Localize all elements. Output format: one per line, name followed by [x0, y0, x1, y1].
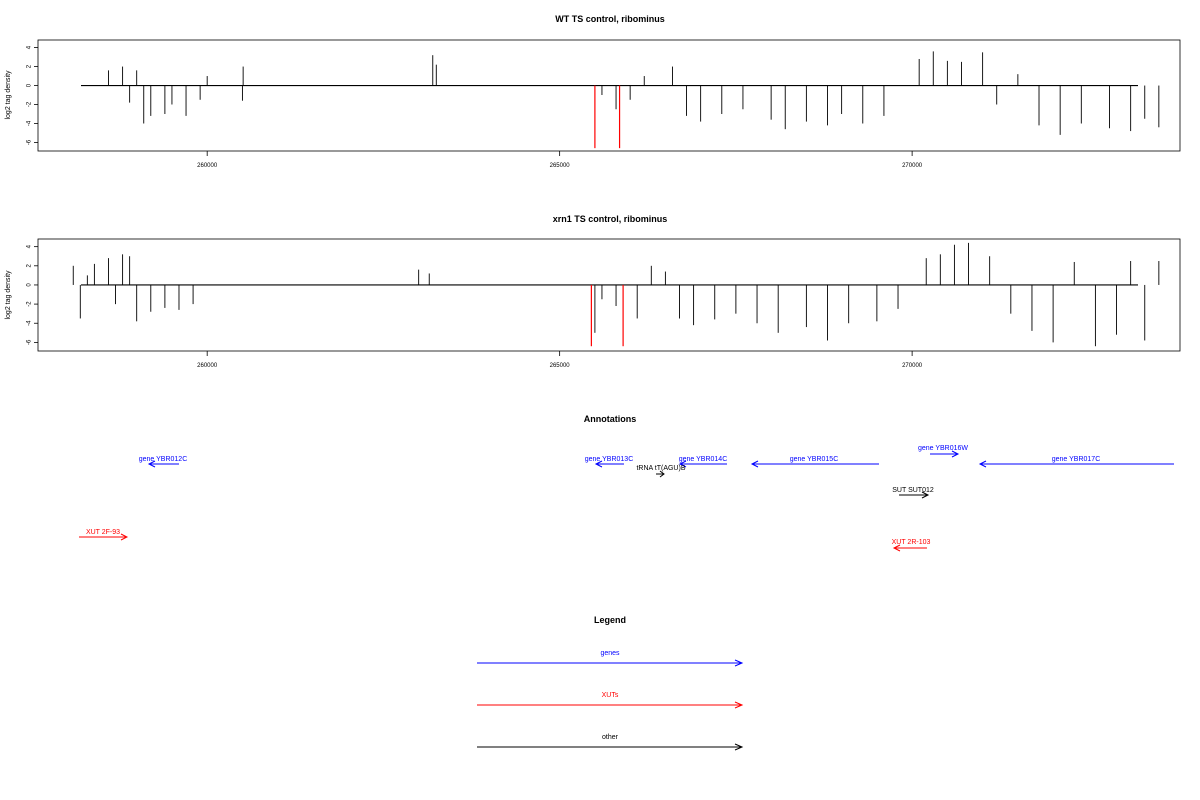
wt-x-ticks: 260000 265000 270000 — [197, 151, 923, 169]
y-tick-label: 0 — [27, 283, 33, 287]
xrn1-x-ticks: 260000 265000 270000 — [197, 351, 923, 369]
annotations-track: Annotations gene YBR012C gene YBR013C ge… — [79, 414, 1174, 552]
y-tick-label: 4 — [27, 45, 33, 49]
wt-ylabel: log2 tag density — [5, 70, 12, 120]
y-tick-label: -2 — [27, 301, 33, 307]
xrn1-y-ticks: -6 -4 -2 0 2 4 — [27, 244, 38, 345]
legend-item-genes: genes — [477, 650, 744, 667]
x-tick-label: 265000 — [550, 363, 571, 369]
legend-label: genes — [600, 650, 620, 657]
xrn1-ylabel: log2 tag density — [5, 270, 12, 320]
wt-plot-frame — [37, 39, 1181, 152]
legend-item-other: other — [477, 734, 744, 751]
y-tick-label: 4 — [27, 244, 33, 248]
wt-y-ticks: -6 -4 -2 0 2 4 — [27, 45, 38, 145]
feature-trna: tRNA tT(AGU)B — [636, 465, 686, 478]
y-tick-label: -4 — [27, 120, 33, 126]
feature-label: XUT 2F-93 — [86, 529, 120, 536]
legend-label: other — [602, 734, 619, 741]
feature-gene-ybr017c: gene YBR017C — [978, 456, 1174, 468]
feature-label: gene YBR017C — [1052, 456, 1101, 463]
feature-label: SUT SUT012 — [892, 487, 934, 494]
feature-xut-2r-103: XUT 2R-103 — [892, 539, 931, 552]
feature-xut-2f-93: XUT 2F-93 — [79, 529, 129, 541]
x-tick-label: 270000 — [902, 363, 923, 369]
legend-label: XUTs — [602, 692, 619, 699]
y-tick-label: 2 — [27, 64, 33, 68]
feature-gene-ybr014c: gene YBR014C — [679, 456, 728, 468]
annotations-title: Annotations — [584, 414, 637, 424]
y-tick-label: -2 — [27, 101, 33, 107]
legend-item-xuts: XUTs — [477, 692, 744, 709]
legend: Legend genes XUTs other — [477, 615, 744, 751]
feature-label: tRNA tT(AGU)B — [636, 465, 685, 472]
xrn1-plot-frame — [37, 238, 1181, 352]
feature-gene-ybr015c: gene YBR015C — [750, 456, 879, 468]
y-tick-label: -6 — [27, 339, 33, 345]
xrn1-panel: xrn1 TS control, ribominus -6 -4 -2 0 2 4 260… — [5, 214, 1181, 369]
wt-panel: WT TS control, ribominus -6 -4 -2 0 2 4 26000… — [5, 14, 1181, 169]
feature-label: gene YBR014C — [679, 456, 728, 463]
x-tick-label: 270000 — [902, 163, 923, 169]
xrn1-title: xrn1 TS control, ribominus — [553, 214, 668, 224]
legend-title: Legend — [594, 615, 626, 625]
feature-label: gene YBR013C — [585, 456, 634, 463]
feature-sut012: SUT SUT012 — [892, 487, 934, 499]
feature-label: gene YBR015C — [790, 456, 839, 463]
y-tick-label: -6 — [27, 139, 33, 145]
feature-label: XUT 2R-103 — [892, 539, 931, 546]
y-tick-label: 0 — [27, 83, 33, 87]
feature-gene-ybr013c: gene YBR013C — [585, 456, 634, 468]
feature-label: gene YBR012C — [139, 456, 188, 463]
y-tick-label: -4 — [27, 320, 33, 326]
wt-bars — [108, 51, 1160, 149]
feature-gene-ybr016w: gene YBR016W — [918, 445, 968, 458]
y-tick-label: 2 — [27, 263, 33, 267]
xrn1-bars — [72, 242, 1160, 347]
wt-title: WT TS control, ribominus — [555, 14, 665, 24]
x-tick-label: 260000 — [197, 363, 218, 369]
x-tick-label: 260000 — [197, 163, 218, 169]
x-tick-label: 265000 — [550, 163, 571, 169]
feature-gene-ybr012c: gene YBR012C — [139, 456, 188, 468]
feature-label: gene YBR016W — [918, 445, 968, 452]
